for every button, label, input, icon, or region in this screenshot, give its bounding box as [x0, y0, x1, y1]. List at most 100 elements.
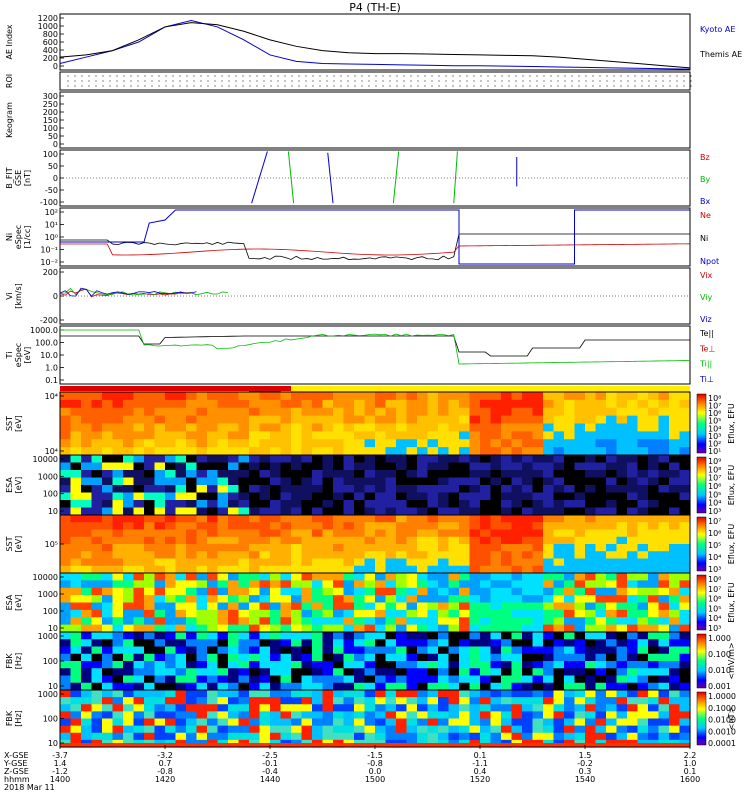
time-row-value: 0.4 — [474, 767, 487, 776]
time-axis: X-GSE -3.7 -3.2 -2.5 -1.5 0.1 1.5 2.2 Y-GSE 1.4 0.… — [3, 745, 700, 792]
legend-entry: By — [700, 175, 710, 184]
y-tick-label: 1000 — [38, 632, 58, 641]
colorbar-unit: Eflux, EFU — [727, 465, 736, 506]
panel-roi: ROI — [5, 71, 692, 91]
time-row-value: -2.5 — [262, 751, 278, 760]
y-tick-label: 100 — [43, 150, 58, 159]
legend-entry: Kyoto AE — [700, 25, 735, 34]
series-line — [59, 19, 691, 70]
y-axis-label: B_FIT — [5, 167, 14, 188]
y-axis-label: FBK — [5, 710, 14, 726]
colorbar-unit: Eflux, EFU — [727, 403, 736, 444]
time-row-value: -1.2 — [52, 767, 68, 776]
y-tick-label: 100 — [43, 715, 58, 724]
panel-temperature: Ti eSpec [eV] 1000.0 100.0 10.0 1.0 0.1 Te|| Te⊥ T… — [5, 325, 715, 385]
y-axis-label: [eV] — [14, 477, 23, 494]
colorbar-label: 0.001 — [708, 682, 731, 691]
y-tick-label: 250 — [43, 100, 58, 109]
colorbar-label: 1.000 — [708, 634, 731, 643]
panel-frame — [59, 91, 691, 149]
legend-entry: Themis AE — [699, 50, 742, 59]
legend-entry: Npot — [700, 257, 719, 266]
y-tick-label: 10 — [48, 624, 58, 633]
time-row-label: X-GSE — [4, 751, 29, 760]
y-axis-label: [km/s] — [14, 283, 23, 309]
y-tick-label: 10 — [48, 739, 58, 748]
panel-bfit: B_FIT GSE [nT] 100 50 0 -50 -100 Bz By Bx — [5, 149, 710, 207]
panel-velocity: Vi [km/s] 200 0 -200 Vix Viy Viz — [5, 267, 713, 325]
colorbar-label: 10⁵ — [708, 541, 721, 550]
panel-frame — [59, 207, 691, 267]
y-tick-label: 300 — [43, 92, 58, 101]
colorbar-label: 10³ — [708, 432, 721, 441]
y-axis-label: Vi — [5, 292, 14, 300]
y-tick-label: 800 — [43, 30, 58, 39]
colorbar-label: 0.010 — [708, 666, 731, 675]
field-segment — [453, 151, 458, 204]
y-tick-label: 10⁴ — [45, 392, 58, 401]
y-axis-label: SST — [5, 416, 14, 431]
y-axis-label: eSpec — [14, 343, 23, 367]
y-axis-label: FBK — [5, 653, 14, 669]
y-tick-label: 100 — [43, 124, 58, 133]
ne-line — [60, 243, 691, 256]
y-axis-label: [Hz] — [14, 653, 23, 669]
y-tick-label: 100 — [43, 490, 58, 499]
legend-entry: Ti|| — [699, 360, 712, 369]
y-tick-label: -200 — [40, 316, 58, 325]
colorbar-label: 1.0000 — [708, 692, 736, 701]
time-row-value: 1.4 — [54, 759, 67, 768]
y-tick-label: 0 — [53, 174, 58, 183]
npot-line — [60, 209, 690, 265]
velocity-line — [59, 287, 229, 296]
time-row-value: 1.5 — [579, 751, 592, 760]
colorbar-label: 10⁸ — [708, 465, 721, 474]
y-tick-label: 10⁴ — [45, 447, 58, 456]
colorbar-label: 0.100 — [708, 650, 731, 659]
field-segment — [327, 152, 334, 204]
y-axis-label: [1/cc] — [23, 226, 32, 249]
y-tick-label: 1000 — [38, 472, 58, 481]
colorbar-label: 10⁷ — [708, 517, 721, 526]
panel-fbk_e: 1.000 0.100 0.010 0.001 <mV/m> FBK [Hz] 1000 100… — [5, 631, 736, 691]
legend-entry: Vix — [700, 271, 713, 280]
y-tick-label: 1200 — [38, 14, 58, 23]
y-tick-label: 1000 — [38, 22, 58, 31]
time-row-label: hhmm — [4, 775, 30, 784]
y-tick-label: 10¹ — [45, 221, 58, 230]
y-tick-label: -100 — [40, 198, 58, 207]
panel-frame — [59, 13, 691, 71]
colorbar-label: 10⁸ — [708, 575, 721, 584]
colorbar-label: 0.0010 — [708, 727, 736, 736]
y-tick-label: 10.0 — [40, 351, 58, 360]
y-tick-label: 10⁻¹ — [40, 246, 58, 255]
y-tick-label: 0 — [53, 140, 58, 149]
time-row-label: Z-GSE — [4, 767, 29, 776]
legend-entry: Ni — [700, 234, 708, 243]
y-tick-label: 400 — [43, 46, 58, 55]
y-tick-label: 0 — [53, 292, 58, 301]
y-axis-label: [nT] — [23, 170, 32, 186]
time-row-value: 1540 — [575, 775, 595, 784]
y-tick-label: 1000 — [38, 690, 58, 699]
colorbar-sst_e — [696, 393, 707, 454]
colorbar-label: 10³ — [708, 507, 721, 516]
colorbar-label: 10⁵ — [708, 490, 721, 499]
time-row-value: 1.0 — [684, 759, 697, 768]
y-tick-label: 100.0 — [35, 339, 58, 348]
y-axis-label: AE Index — [5, 24, 14, 59]
y-axis-label: [eV] — [14, 536, 23, 553]
colorbar-label: 10³ — [708, 565, 721, 574]
y-tick-label: 10 — [48, 682, 58, 691]
y-tick-label: 10⁻² — [40, 258, 58, 267]
y-tick-label: 1000.0 — [30, 326, 58, 335]
legend-entry: Ti⊥ — [699, 375, 714, 384]
colorbar-label: 0.0100 — [708, 716, 736, 725]
time-row-value: 1520 — [470, 775, 490, 784]
